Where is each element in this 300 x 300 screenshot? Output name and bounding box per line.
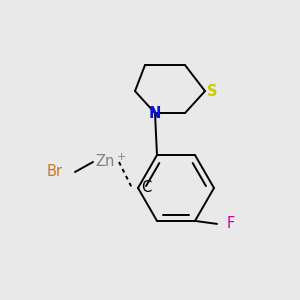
- Text: F: F: [227, 216, 235, 231]
- Text: S: S: [207, 84, 217, 99]
- Text: N: N: [149, 106, 161, 121]
- Text: Br: Br: [47, 164, 63, 179]
- Text: +: +: [116, 152, 126, 162]
- Text: Zn: Zn: [95, 154, 115, 169]
- Text: C: C: [141, 181, 151, 196]
